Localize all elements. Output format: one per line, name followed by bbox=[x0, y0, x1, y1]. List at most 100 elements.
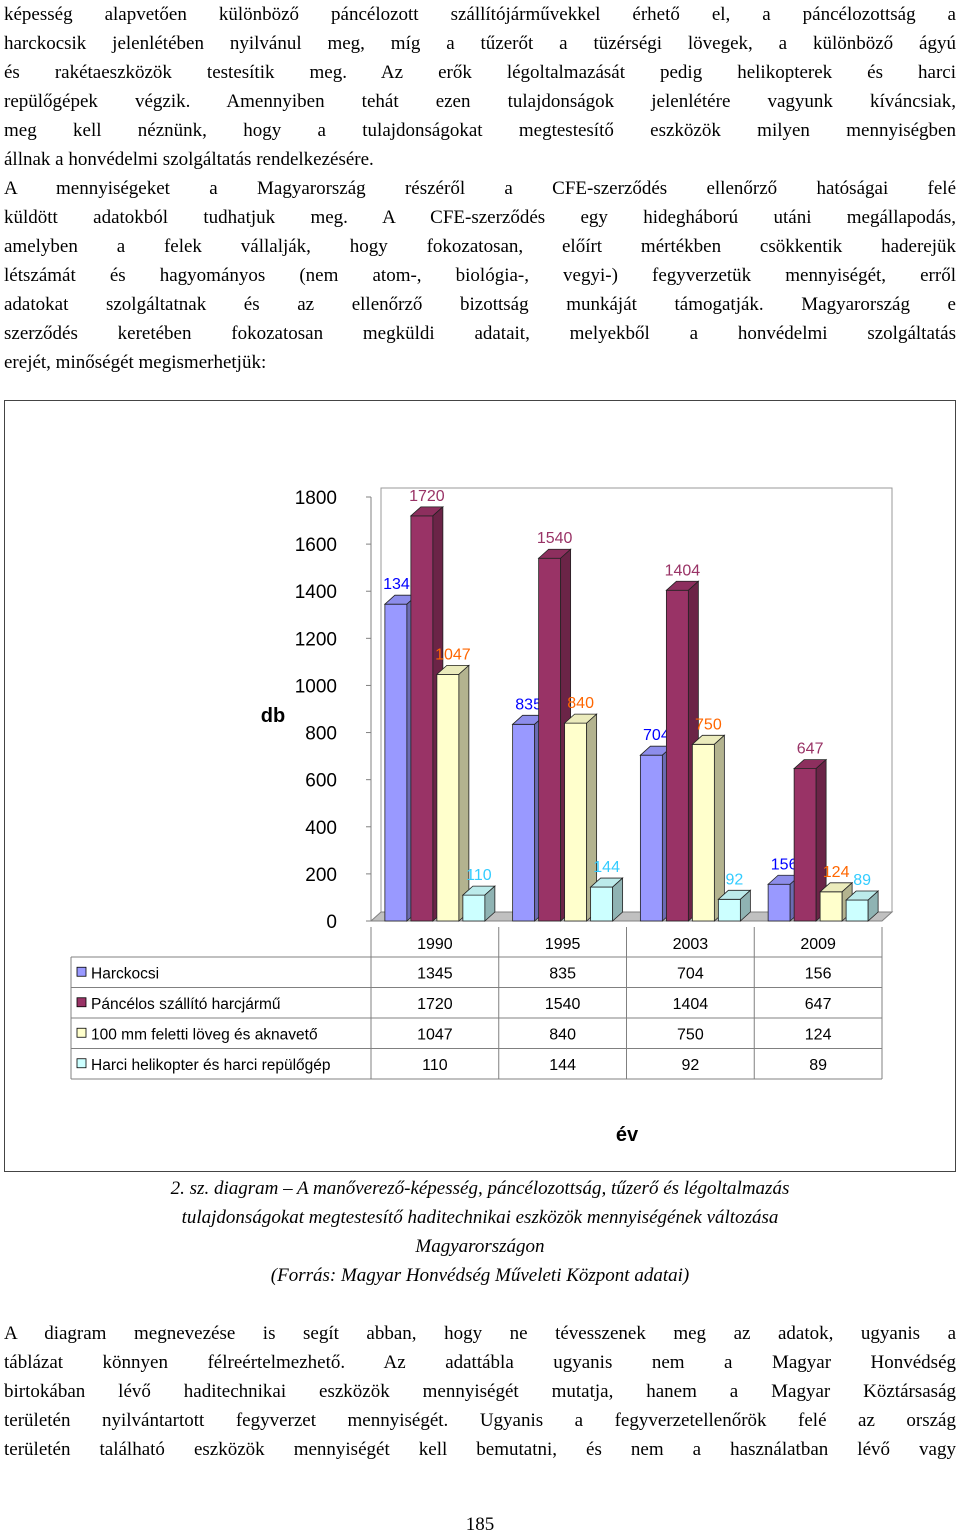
y-tick-label: 400 bbox=[305, 818, 337, 839]
bar bbox=[512, 723, 536, 922]
y-tick-label: 0 bbox=[326, 912, 337, 933]
table-value: 750 bbox=[677, 1026, 704, 1043]
data-label: 704 bbox=[643, 727, 670, 744]
table-value: 92 bbox=[681, 1057, 699, 1074]
bar bbox=[665, 589, 689, 922]
x-tick-label: 2003 bbox=[673, 936, 709, 953]
caption-line: (Forrás: Magyar Honvédség Műveleti Közpo… bbox=[270, 1265, 690, 1286]
legend-key bbox=[76, 966, 87, 977]
text-line: területén nyilvántartott fegyverzet menn… bbox=[4, 1410, 956, 1431]
bar bbox=[845, 899, 869, 922]
table-value: 144 bbox=[549, 1057, 576, 1074]
legend-label: 100 mm feletti löveg és aknavető bbox=[91, 1026, 318, 1043]
data-label: 1720 bbox=[409, 488, 445, 505]
bar-side-face bbox=[867, 890, 879, 922]
y-tick-label: 800 bbox=[305, 724, 337, 745]
bar-side-face bbox=[713, 734, 725, 922]
table-value: 1404 bbox=[673, 996, 709, 1013]
text-line: és rakétaeszközök testesítik meg. Az erő… bbox=[4, 62, 956, 83]
y-axis-label: db bbox=[261, 705, 285, 727]
data-label: 124 bbox=[823, 864, 850, 881]
legend-key bbox=[76, 997, 87, 1008]
text-line: meg kell néznünk, hogy a tulajdonságokat… bbox=[4, 120, 956, 141]
text-line: létszámát és hagyományos (nem atom-, bio… bbox=[4, 265, 956, 286]
legend-key bbox=[76, 1027, 87, 1038]
x-tick-label: 2009 bbox=[800, 936, 836, 953]
table-value: 835 bbox=[549, 965, 576, 982]
x-tick-label: 1995 bbox=[545, 936, 581, 953]
bar bbox=[384, 603, 408, 922]
bar bbox=[564, 722, 588, 922]
caption-line: tulajdonságokat megtestesítő haditechnik… bbox=[181, 1207, 779, 1228]
y-tick-label: 600 bbox=[305, 771, 337, 792]
data-label: 144 bbox=[593, 859, 620, 876]
data-label: 89 bbox=[853, 872, 871, 889]
data-label: 1345 bbox=[383, 576, 419, 593]
table-value: 124 bbox=[805, 1026, 832, 1043]
table-value: 1720 bbox=[417, 996, 453, 1013]
data-label: 835 bbox=[515, 696, 542, 713]
data-label: 647 bbox=[797, 741, 824, 758]
legend-label: Páncélos szállító harcjármű bbox=[91, 996, 281, 1013]
text-line: amelyben a felek vállalják, hogy fokozat… bbox=[4, 236, 956, 257]
data-label: 1404 bbox=[665, 562, 701, 579]
text-line: repülőgépek végzik. Amennyiben tehát eze… bbox=[4, 91, 956, 112]
y-tick-label: 1000 bbox=[295, 676, 337, 697]
text-line: adatokat szolgáltatnak és az ellenőrző b… bbox=[4, 294, 956, 315]
paragraph-bottom: A diagram megnevezése is segít abban, ho… bbox=[4, 1319, 956, 1464]
bar bbox=[793, 768, 817, 922]
text-line: állnak a honvédelmi szolgáltatás rendelk… bbox=[4, 149, 374, 170]
bar-chart: 0 200 400 600 800 1000 1200 1400 1600 1800 db 1345 8… bbox=[70, 487, 894, 1146]
table-value: 647 bbox=[805, 996, 832, 1013]
y-tick-label: 1800 bbox=[295, 488, 337, 509]
table-value: 1047 bbox=[417, 1026, 453, 1043]
data-label: 840 bbox=[567, 695, 594, 712]
table-value: 110 bbox=[422, 1057, 448, 1074]
bar bbox=[819, 891, 843, 922]
caption-line: 2. sz. diagram – A manőverező-képesség, … bbox=[170, 1178, 790, 1199]
y-tick-label: 1200 bbox=[295, 629, 337, 650]
table-value: 1540 bbox=[545, 996, 581, 1013]
data-label: 156 bbox=[771, 856, 798, 873]
text-line: A mennyiségeket a Magyarország részéről … bbox=[4, 178, 956, 199]
data-label: 750 bbox=[695, 716, 722, 733]
bar bbox=[590, 886, 614, 922]
legend-label: Harckocsi bbox=[91, 965, 159, 982]
data-label: 110 bbox=[466, 867, 492, 884]
text-line: A diagram megnevezése is segít abban, ho… bbox=[4, 1323, 956, 1344]
data-label: 1540 bbox=[537, 530, 573, 547]
text-line: küldött adatokból tudhatjuk meg. A CFE-s… bbox=[4, 207, 956, 228]
figure-caption: 2. sz. diagram – A manőverező-képesség, … bbox=[0, 1174, 960, 1290]
x-tick-label: 1990 bbox=[417, 936, 453, 953]
table-value: 704 bbox=[677, 965, 704, 982]
data-label: 92 bbox=[725, 871, 743, 888]
table-value: 156 bbox=[805, 965, 832, 982]
bar bbox=[538, 557, 562, 922]
bar bbox=[410, 515, 434, 922]
text-line: képesség alapvetően különböző páncélozot… bbox=[4, 4, 956, 25]
text-line: birtokában lévő haditechnikai eszközök m… bbox=[4, 1381, 956, 1402]
table-value: 1345 bbox=[417, 965, 453, 982]
bar bbox=[639, 754, 663, 922]
bar bbox=[462, 894, 486, 922]
y-tick-label: 1600 bbox=[295, 535, 337, 556]
page-number: 185 bbox=[465, 1514, 495, 1535]
bar bbox=[691, 743, 715, 922]
data-label: 1047 bbox=[435, 646, 471, 663]
text-line: területén található eszközök mennyiségét… bbox=[4, 1439, 956, 1460]
table-value: 840 bbox=[549, 1026, 576, 1043]
x-axis-label: év bbox=[616, 1124, 639, 1146]
text-line: erejét, minőségét megismerhetjük: bbox=[4, 352, 267, 373]
bar bbox=[436, 673, 460, 922]
caption-line: Magyarországon bbox=[415, 1236, 545, 1257]
bar-side-face bbox=[484, 885, 496, 922]
bar-side-face bbox=[739, 889, 751, 922]
table-value: 89 bbox=[809, 1057, 827, 1074]
legend-key bbox=[76, 1058, 87, 1069]
y-tick-label: 200 bbox=[305, 865, 337, 886]
bar bbox=[717, 898, 741, 922]
legend-label: Harci helikopter és harci repülőgép bbox=[91, 1057, 331, 1074]
bar-side-face bbox=[612, 877, 624, 922]
text-line: szerződés keretében fokozatosan megküldi… bbox=[4, 323, 956, 344]
text-line: harckocsik jelenlétében nyilvánul meg, m… bbox=[4, 33, 956, 54]
